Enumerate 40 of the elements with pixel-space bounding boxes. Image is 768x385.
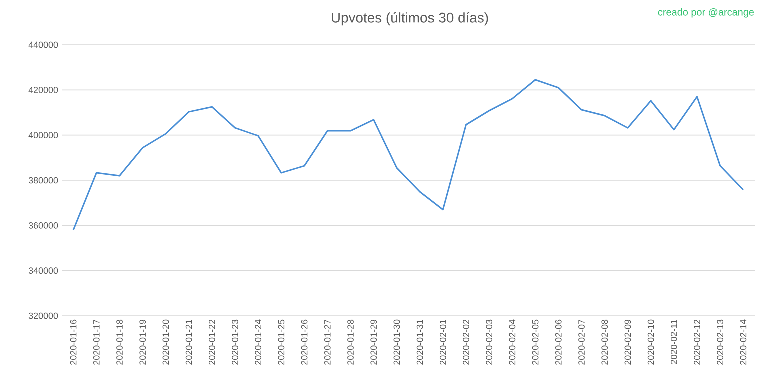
- y-tick-label: 440000: [28, 42, 58, 48]
- x-tick-label: 2020-01-24: [255, 320, 262, 365]
- x-tick-label: 2020-02-03: [486, 320, 493, 365]
- chart-title: Upvotes (últimos 30 días): [332, 12, 488, 26]
- x-tick-label: 2020-01-28: [348, 320, 354, 365]
- x-tick-label: 2020-02-01: [440, 320, 446, 365]
- x-tick-label: 2020-02-09: [624, 320, 632, 365]
- x-tick-label: 2020-01-21: [186, 320, 192, 365]
- x-tick-label: 2020-01-25: [278, 320, 285, 365]
- x-tick-label: 2020-01-26: [301, 320, 308, 365]
- line-series: [72, 79, 744, 231]
- x-tick-label: 2020-01-27: [324, 320, 331, 365]
- y-tick-label: 400000: [28, 132, 58, 139]
- x-tick-label: 2020-02-07: [578, 320, 585, 365]
- x-tick-label: 2020-02-05: [532, 320, 539, 365]
- x-tick-label: 2020-02-10: [648, 320, 654, 365]
- x-tick-label: 2020-01-18: [116, 320, 123, 365]
- y-tick-label: 420000: [28, 86, 58, 94]
- text: creado por @arcange: [658, 8, 754, 18]
- x-tick-label: 2020-02-04: [509, 320, 516, 365]
- x-tick-label: 2020-02-02: [463, 320, 470, 365]
- x-tick-label: 2020-01-31: [416, 320, 424, 365]
- x-tick-label: 2020-02-08: [602, 320, 608, 365]
- x-tick-label: 2020-01-30: [394, 320, 400, 365]
- x-tick-label: 2020-01-22: [208, 320, 216, 365]
- x-tick-label: 2020-02-06: [555, 320, 562, 365]
- x-tick-label: 2020-01-16: [70, 320, 77, 365]
- x-tick-label: 2020-01-17: [93, 320, 100, 365]
- x-tick-label: 2020-02-12: [694, 320, 700, 365]
- x-tick-label: 2020-01-23: [232, 320, 238, 365]
- x-tick-label: 2020-01-29: [370, 320, 378, 365]
- x-tick-label: 2020-02-13: [717, 320, 724, 365]
- x-tick-label: 2020-01-20: [162, 320, 170, 365]
- y-tick-label: 340000: [28, 268, 58, 274]
- y-tick-label: 320000: [28, 312, 58, 320]
- y-tick-label: 380000: [28, 177, 58, 184]
- x-tick-label: 2020-01-19: [140, 320, 146, 365]
- x-tick-label: 2020-02-14: [740, 320, 747, 365]
- y-tick-label: 360000: [28, 222, 58, 229]
- x-tick-label: 2020-02-11: [670, 320, 678, 364]
